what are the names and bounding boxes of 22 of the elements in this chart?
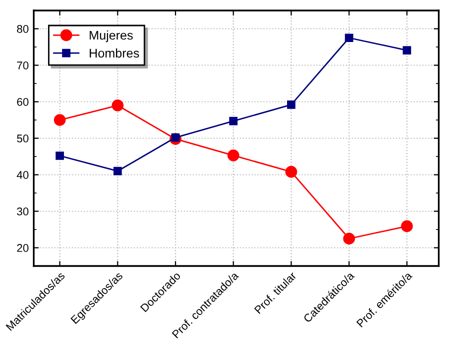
point <box>227 150 240 162</box>
point <box>287 100 296 109</box>
y-tick-label: 60 <box>17 98 28 106</box>
y-tick-label: 40 <box>16 171 28 179</box>
legend-label: Mujeres <box>90 30 133 42</box>
point <box>56 152 64 160</box>
point <box>344 34 354 42</box>
point <box>285 166 298 178</box>
y-tick-label: 70 <box>17 62 28 70</box>
point <box>343 232 355 245</box>
point <box>402 46 412 54</box>
y-tick-label: 80 <box>17 25 28 33</box>
point <box>54 114 66 126</box>
y-tick-label: 20 <box>17 244 28 252</box>
legend-label: Hombres <box>90 48 140 58</box>
point <box>112 99 124 112</box>
y-tick-label: 50 <box>16 134 28 142</box>
y-tick-label: 30 <box>16 208 28 216</box>
point <box>171 133 180 142</box>
point <box>229 116 238 126</box>
point <box>113 166 122 176</box>
point <box>401 220 413 232</box>
